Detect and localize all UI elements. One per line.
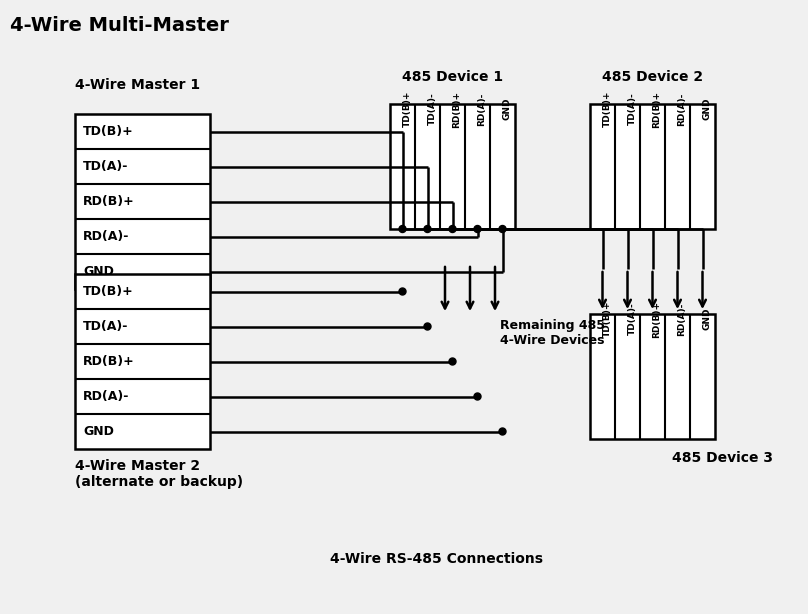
Text: TD(A)-: TD(A)-: [628, 93, 637, 125]
Circle shape: [424, 323, 431, 330]
Text: GND: GND: [83, 265, 114, 278]
Text: Remaining 485
4-Wire Devices: Remaining 485 4-Wire Devices: [500, 319, 605, 347]
Bar: [390, 104, 515, 229]
Text: TD(A)-: TD(A)-: [83, 160, 128, 173]
Text: 4-Wire Multi-Master: 4-Wire Multi-Master: [10, 16, 229, 35]
Text: 485 Device 3: 485 Device 3: [672, 451, 773, 465]
Text: RD(A)-: RD(A)-: [83, 390, 129, 403]
Circle shape: [399, 288, 406, 295]
Text: RD(B)+: RD(B)+: [653, 90, 662, 128]
Text: RD(A)-: RD(A)-: [83, 230, 129, 243]
Text: 485 Device 1: 485 Device 1: [402, 70, 503, 84]
Text: RD(B)+: RD(B)+: [452, 90, 461, 128]
Text: GND: GND: [503, 98, 511, 120]
Circle shape: [424, 225, 431, 233]
Text: RD(A)-: RD(A)-: [677, 92, 687, 126]
Bar: [75, 274, 210, 449]
Text: TD(A)-: TD(A)-: [628, 303, 637, 335]
Text: 4-Wire Master 1: 4-Wire Master 1: [75, 78, 200, 92]
Text: GND: GND: [702, 98, 712, 120]
Text: TD(B)+: TD(B)+: [83, 125, 134, 138]
Text: RD(B)+: RD(B)+: [83, 355, 135, 368]
Circle shape: [499, 225, 506, 233]
Circle shape: [399, 225, 406, 233]
Circle shape: [474, 393, 481, 400]
Text: TD(A)-: TD(A)-: [427, 93, 436, 125]
Text: TD(B)+: TD(B)+: [402, 91, 411, 127]
Text: RD(B)+: RD(B)+: [83, 195, 135, 208]
Bar: [590, 104, 715, 229]
Text: TD(A)-: TD(A)-: [83, 320, 128, 333]
Text: GND: GND: [702, 308, 712, 330]
Bar: [590, 314, 715, 439]
Text: RD(A)-: RD(A)-: [478, 92, 486, 126]
Circle shape: [449, 225, 456, 233]
Circle shape: [474, 225, 481, 233]
Text: 485 Device 2: 485 Device 2: [602, 70, 703, 84]
Text: TD(B)+: TD(B)+: [603, 301, 612, 337]
Text: RD(B)+: RD(B)+: [653, 300, 662, 338]
Text: TD(B)+: TD(B)+: [83, 285, 134, 298]
Text: 4-Wire RS-485 Connections: 4-Wire RS-485 Connections: [330, 552, 543, 566]
Text: GND: GND: [83, 425, 114, 438]
Bar: [75, 114, 210, 289]
Text: TD(B)+: TD(B)+: [603, 91, 612, 127]
Text: RD(A)-: RD(A)-: [677, 302, 687, 336]
Circle shape: [449, 358, 456, 365]
Text: 4-Wire Master 2
(alternate or backup): 4-Wire Master 2 (alternate or backup): [75, 459, 243, 489]
Circle shape: [499, 428, 506, 435]
